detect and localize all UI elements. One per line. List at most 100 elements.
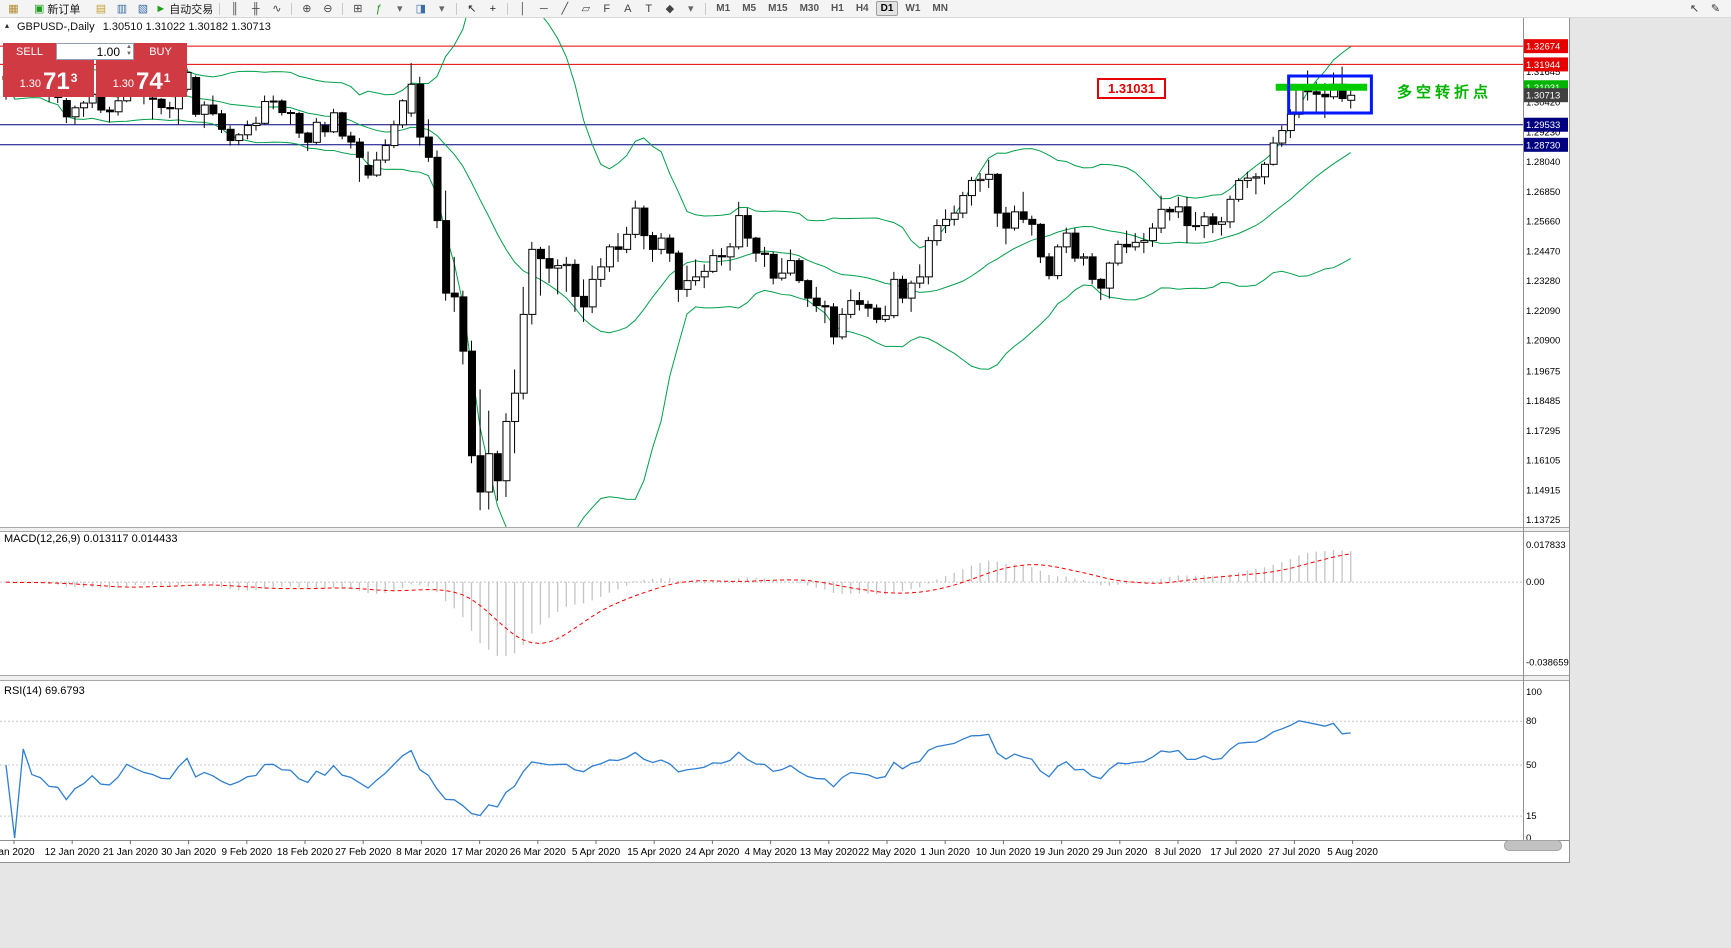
volume-value[interactable]: 1.00 (96, 44, 120, 59)
timeframe-mn[interactable]: MN (932, 3, 948, 14)
buy-price-button[interactable]: 1.30 74 1 (96, 60, 187, 97)
chart-title: GBPUSD-,Daily 1.30510 1.31022 1.30182 1.… (17, 21, 276, 33)
svg-text:0.00: 0.00 (1526, 577, 1545, 588)
svg-text:10 Jun 2020: 10 Jun 2020 (976, 847, 1031, 858)
main-pane (0, 18, 1523, 529)
zoom-out-icon[interactable]: ⊖ (317, 1, 338, 17)
indicators-dropdown: ▾ (397, 2, 403, 15)
timeframe-h1[interactable]: H1 (831, 3, 844, 14)
one-click-collapse-button[interactable]: ▴ (5, 21, 10, 30)
market-watch-icon[interactable]: ▤ (90, 1, 111, 17)
templates-dropdown: ▾ (439, 2, 445, 15)
line-chart-icon[interactable]: ∿ (266, 1, 287, 17)
volume-increase-button[interactable]: ▲ (126, 44, 132, 50)
toolbar-separator (705, 2, 707, 15)
svg-text:18 Feb 2020: 18 Feb 2020 (277, 847, 334, 858)
fibonacci-icon[interactable]: F (596, 1, 617, 17)
svg-text:29 Jun 2020: 29 Jun 2020 (1092, 847, 1147, 858)
fibonacci-icon: F (603, 2, 611, 15)
pane-divider[interactable] (0, 527, 1569, 532)
crosshair-icon: + (489, 2, 497, 15)
zoom-in-icon[interactable]: ⊕ (296, 1, 317, 17)
svg-text:30 Jan 2020: 30 Jan 2020 (161, 847, 216, 858)
svg-text:1.16105: 1.16105 (1526, 456, 1560, 467)
svg-text:0: 0 (1526, 833, 1531, 844)
timeframe-d1[interactable]: D1 (875, 1, 899, 16)
svg-text:1.20900: 1.20900 (1526, 336, 1560, 347)
price-annotation-label[interactable]: 1.31031 (1097, 78, 1166, 99)
timeframe-m15[interactable]: M15 (768, 3, 788, 14)
svg-text:1.28040: 1.28040 (1526, 157, 1560, 168)
candlestick-chart-icon[interactable]: ╫ (245, 1, 266, 17)
candlestick-chart-icon: ╫ (251, 2, 260, 15)
data-window-icon[interactable]: ▥ (111, 1, 132, 17)
chart-canvas[interactable]: 1.31645 1.30420 1.29230 1.28040 1.26850 1.256… (0, 18, 1569, 862)
arrows-icon[interactable]: ◆ (659, 1, 680, 17)
svg-text:8 Mar 2020: 8 Mar 2020 (396, 847, 447, 858)
text-icon: A (624, 2, 632, 15)
svg-text:1.22090: 1.22090 (1526, 306, 1560, 317)
svg-text:9 Feb 2020: 9 Feb 2020 (221, 847, 272, 858)
horizontal-scrollbar-thumb[interactable] (1504, 840, 1562, 851)
svg-text:8 Jul 2020: 8 Jul 2020 (1155, 847, 1202, 858)
new-order-button[interactable]: ▣ 新订单 (32, 1, 82, 17)
svg-text:0.017833: 0.017833 (1526, 540, 1566, 551)
one-click-trading-panel: SELL 1.00 ▲ ▼ BUY 1.30 71 3 1.30 74 1 (3, 43, 187, 97)
timeframe-m30[interactable]: M30 (799, 3, 820, 14)
horizontal-line-icon[interactable]: ─ (533, 1, 554, 17)
buy-tab[interactable]: BUY (134, 43, 187, 60)
chart-symbol-label: GBPUSD-,Daily (17, 21, 95, 33)
volume-box[interactable]: 1.00 ▲ ▼ (56, 43, 134, 60)
svg-text:21 Jan 2020: 21 Jan 2020 (103, 847, 158, 858)
sell-tab[interactable]: SELL (3, 43, 56, 60)
svg-text:26 Mar 2020: 26 Mar 2020 (510, 847, 567, 858)
cursor-icon[interactable]: ↖ (461, 1, 482, 17)
autotrading-button: ► (155, 2, 167, 15)
toolbar-separator (291, 2, 293, 15)
new-chart-button[interactable]: ▦ (3, 1, 24, 17)
bar-chart-icon[interactable]: ║ (224, 1, 245, 17)
bar-chart-icon: ║ (230, 2, 239, 15)
trendline-icon[interactable]: ╱ (554, 1, 575, 17)
sell-price-button[interactable]: 1.30 71 3 (3, 60, 94, 97)
templates-icon[interactable]: ◨ (410, 1, 431, 17)
timeframe-w1[interactable]: W1 (905, 3, 921, 14)
timeframe-h4[interactable]: H4 (855, 3, 869, 14)
svg-text:15 Apr 2020: 15 Apr 2020 (627, 847, 681, 858)
channel-icon[interactable]: ▱ (575, 1, 596, 17)
svg-text:1.23280: 1.23280 (1526, 276, 1560, 287)
svg-text:1.31944: 1.31944 (1526, 60, 1560, 71)
svg-text:1.30713: 1.30713 (1526, 91, 1560, 102)
indicators-icon[interactable]: ƒ (368, 1, 389, 17)
svg-text:17 Jul 2020: 17 Jul 2020 (1210, 847, 1262, 858)
tile-windows-icon[interactable]: ⊞ (347, 1, 368, 17)
timeframe-m1[interactable]: M1 (716, 3, 731, 14)
pane-divider[interactable] (0, 675, 1569, 681)
arrows-dropdown[interactable]: ▾ (680, 1, 701, 17)
svg-text:1.13725: 1.13725 (1526, 515, 1560, 526)
label-icon[interactable]: T (638, 1, 659, 17)
vertical-line-icon[interactable]: │ (512, 1, 533, 17)
autotrading-button[interactable]: ► 自动交易 (153, 1, 215, 17)
volume-decrease-button[interactable]: ▼ (126, 51, 132, 57)
turning-point-annotation[interactable]: 多空转折点 (1397, 84, 1493, 101)
svg-text:1.17295: 1.17295 (1526, 426, 1560, 437)
svg-text:13 May 2020: 13 May 2020 (800, 847, 858, 858)
pencil-icon[interactable]: ✎ (1705, 1, 1726, 17)
timeframe-m5[interactable]: M5 (742, 3, 757, 14)
indicators-dropdown[interactable]: ▾ (389, 1, 410, 17)
svg-text:1.29533: 1.29533 (1526, 120, 1560, 131)
pointer-icon[interactable]: ↖ (1684, 1, 1705, 17)
svg-text:1.28730: 1.28730 (1526, 140, 1560, 151)
svg-text:17 Mar 2020: 17 Mar 2020 (452, 847, 509, 858)
text-icon[interactable]: A (617, 1, 638, 17)
crosshair-icon[interactable]: + (482, 1, 503, 17)
svg-text:1.26850: 1.26850 (1526, 187, 1560, 198)
templates-dropdown[interactable]: ▾ (431, 1, 452, 17)
new-chart-button: ▦ (8, 2, 19, 15)
svg-text:1.25660: 1.25660 (1526, 217, 1560, 228)
price-axis[interactable]: 1.31645 1.30420 1.29230 1.28040 1.26850 1.256… (1524, 39, 1569, 844)
svg-text:5 Apr 2020: 5 Apr 2020 (572, 847, 621, 858)
navigator-icon[interactable]: ▧ (132, 1, 153, 17)
